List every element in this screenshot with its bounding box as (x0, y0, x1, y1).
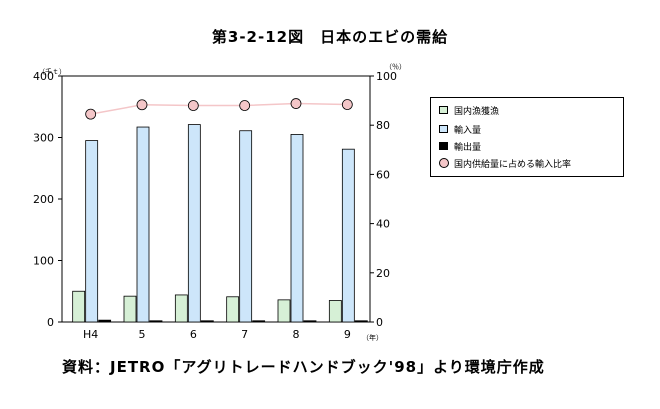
legend-swatch-domestic-catch (439, 106, 448, 114)
x-axis-tick-label: H4 (83, 328, 98, 341)
left-axis-tick-label: 400 (33, 70, 54, 83)
bar-exports (354, 320, 368, 323)
legend: 国内漁獲漁 輸入量 輸出量 国内供給量に占める輸入比率 (430, 97, 624, 177)
import-ratio-point (341, 99, 353, 110)
legend-marker-import-ratio (439, 158, 449, 168)
chart-title: 第3-2-12図 日本のエビの需給 (211, 28, 449, 46)
import-ratio-point (85, 108, 97, 120)
legend-swatch-exports (439, 142, 448, 150)
x-axis-unit: （年） (362, 334, 383, 342)
legend-item-domestic-catch: 国内漁獲漁 (439, 103, 499, 117)
left-axis-tick-label: 300 (33, 132, 54, 145)
legend-swatch-imports (439, 125, 448, 133)
x-axis-tick-label: 6 (190, 328, 197, 341)
left-axis-unit: （千ｔ） (38, 68, 66, 76)
right-axis-tick-label: 20 (376, 267, 390, 280)
import-ratio-point (290, 98, 302, 109)
import-ratio-point (136, 99, 148, 111)
x-axis-tick-label: 9 (344, 328, 351, 341)
bar-imports (341, 148, 355, 323)
bar-imports (136, 126, 150, 323)
bar-exports (303, 320, 317, 323)
right-axis-tick-label: 100 (376, 70, 397, 83)
legend-label-exports: 輸出量 (454, 142, 482, 153)
bar-imports (85, 140, 99, 323)
right-axis-tick-label: 60 (376, 168, 390, 181)
legend-label-imports: 輸入量 (454, 125, 482, 136)
plot-area: 0 100 200 300 400 0 20 40 60 80 100 H4 5 6 7 8 9 (33, 70, 397, 341)
import-ratio-point (187, 100, 199, 111)
left-axis-tick-label: 200 (33, 193, 54, 206)
bar-exports (149, 320, 163, 323)
legend-item-imports: 輸入量 (439, 122, 481, 136)
x-axis-tick-label: 7 (241, 328, 248, 341)
legend-label-import-ratio: 国内供給量に占める輸入比率 (454, 159, 572, 170)
legend-item-import-ratio: 国内供給量に占める輸入比率 (439, 156, 571, 170)
bar-domestic-catch (277, 299, 291, 323)
bar-domestic-catch (328, 300, 342, 323)
bar-exports (252, 320, 266, 323)
bar-imports (239, 130, 253, 323)
bar-domestic-catch (123, 295, 137, 323)
right-axis-tick-label: 40 (376, 218, 390, 231)
legend-label-domestic-catch: 国内漁獲漁 (454, 106, 500, 117)
right-axis-tick-label: 80 (376, 119, 390, 132)
plot-frame (61, 75, 371, 323)
left-axis-tick-label: 100 (33, 255, 54, 268)
legend-item-exports: 輸出量 (439, 139, 481, 153)
bar-imports (290, 134, 304, 323)
source-note: 資料：JETRO「アグリトレードハンドブック'98」より環境庁作成 (62, 358, 545, 376)
bar-exports (200, 320, 214, 323)
left-axis-tick-label: 0 (47, 316, 54, 329)
import-ratio-point (239, 100, 251, 111)
x-axis-tick-label: 5 (139, 328, 146, 341)
right-axis-unit: （％） (385, 63, 406, 71)
x-axis-tick-label: 8 (293, 328, 300, 341)
import-ratio-line (90, 102, 348, 115)
bar-imports (187, 124, 201, 323)
bar-domestic-catch (174, 294, 188, 323)
right-axis-tick-label: 0 (376, 316, 383, 329)
bar-domestic-catch (72, 290, 86, 323)
bar-exports (98, 319, 112, 323)
bar-domestic-catch (226, 296, 240, 323)
